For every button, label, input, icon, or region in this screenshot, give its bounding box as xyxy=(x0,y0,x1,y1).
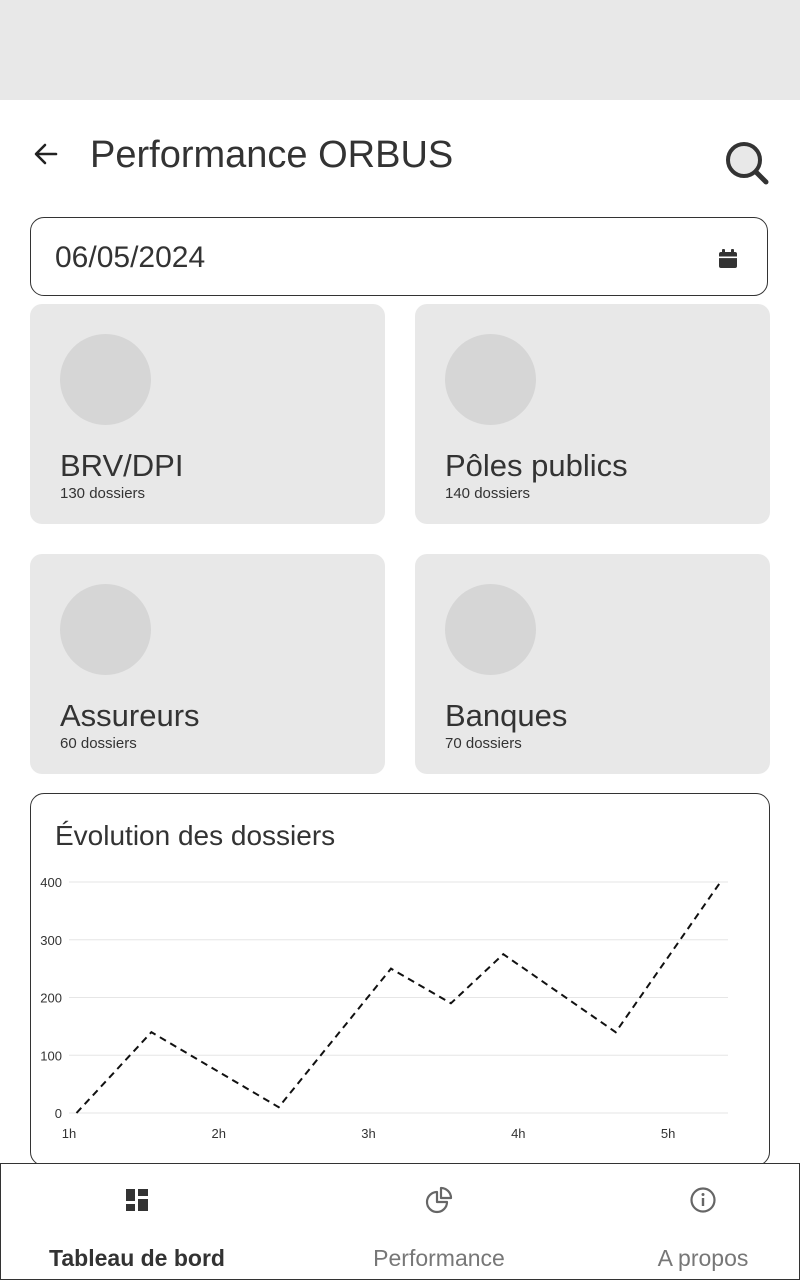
nav-label: A propos xyxy=(657,1245,749,1271)
card-title: Assureurs xyxy=(60,698,200,733)
card-assureurs[interactable]: Assureurs 60 dossiers xyxy=(30,554,385,774)
status-bar xyxy=(0,0,800,100)
card-avatar xyxy=(60,334,151,425)
card-subtitle: 140 dossiers xyxy=(445,485,531,502)
arrow-left-icon xyxy=(34,143,58,165)
search-icon xyxy=(726,142,769,185)
card-brv-dpi[interactable]: BRV/DPI 130 dossiers xyxy=(30,304,385,524)
y-tick-label: 100 xyxy=(40,1048,62,1063)
card-avatar xyxy=(445,584,536,675)
back-button[interactable] xyxy=(28,136,64,172)
nav-label: Tableau de bord xyxy=(49,1245,225,1271)
date-value: 06/05/2024 xyxy=(55,241,206,274)
card-subtitle: 60 dossiers xyxy=(60,735,137,752)
dashboard-icon xyxy=(126,1189,148,1211)
x-tick-label: 4h xyxy=(511,1126,525,1141)
card-title: Banques xyxy=(445,698,568,733)
app-header: Performance ORBUS xyxy=(0,100,800,210)
nav-performance[interactable]: Performance xyxy=(349,1164,529,1279)
bottom-nav: Tableau de bord Performance A propos xyxy=(0,1163,800,1280)
card-title: Pôles publics xyxy=(445,448,628,483)
line-chart: 0 100 200 300 400 1h 2h 3h 4h 5h xyxy=(40,875,728,1141)
date-input[interactable]: 06/05/2024 xyxy=(30,217,768,296)
pie-chart-icon xyxy=(425,1186,453,1214)
x-tick-label: 3h xyxy=(361,1126,375,1141)
nav-tableau-de-bord[interactable]: Tableau de bord xyxy=(37,1164,237,1279)
chart-title: Évolution des dossiers xyxy=(55,820,336,851)
x-tick-label: 2h xyxy=(212,1126,226,1141)
card-poles-publics[interactable]: Pôles publics 140 dossiers xyxy=(415,304,770,524)
y-tick-label: 300 xyxy=(40,933,62,948)
series-line xyxy=(75,881,722,1114)
card-avatar xyxy=(60,584,151,675)
page-title: Performance ORBUS xyxy=(90,134,454,176)
nav-a-propos[interactable]: A propos xyxy=(623,1164,783,1279)
chart-card: Évolution des dossiers 0 100 200 300 400 1h 2h… xyxy=(30,793,770,1166)
card-subtitle: 70 dossiers xyxy=(445,735,522,752)
y-tick-label: 0 xyxy=(55,1106,62,1121)
card-avatar xyxy=(445,334,536,425)
y-tick-label: 400 xyxy=(40,875,62,890)
x-tick-label: 1h xyxy=(62,1126,76,1141)
y-tick-label: 200 xyxy=(40,991,62,1006)
search-button[interactable] xyxy=(720,136,772,188)
calendar-icon[interactable] xyxy=(717,248,739,270)
card-subtitle: 130 dossiers xyxy=(60,485,146,502)
info-icon xyxy=(690,1187,716,1213)
x-tick-label: 5h xyxy=(661,1126,675,1141)
card-title: BRV/DPI xyxy=(60,448,184,483)
nav-label: Performance xyxy=(373,1245,505,1271)
card-banques[interactable]: Banques 70 dossiers xyxy=(415,554,770,774)
